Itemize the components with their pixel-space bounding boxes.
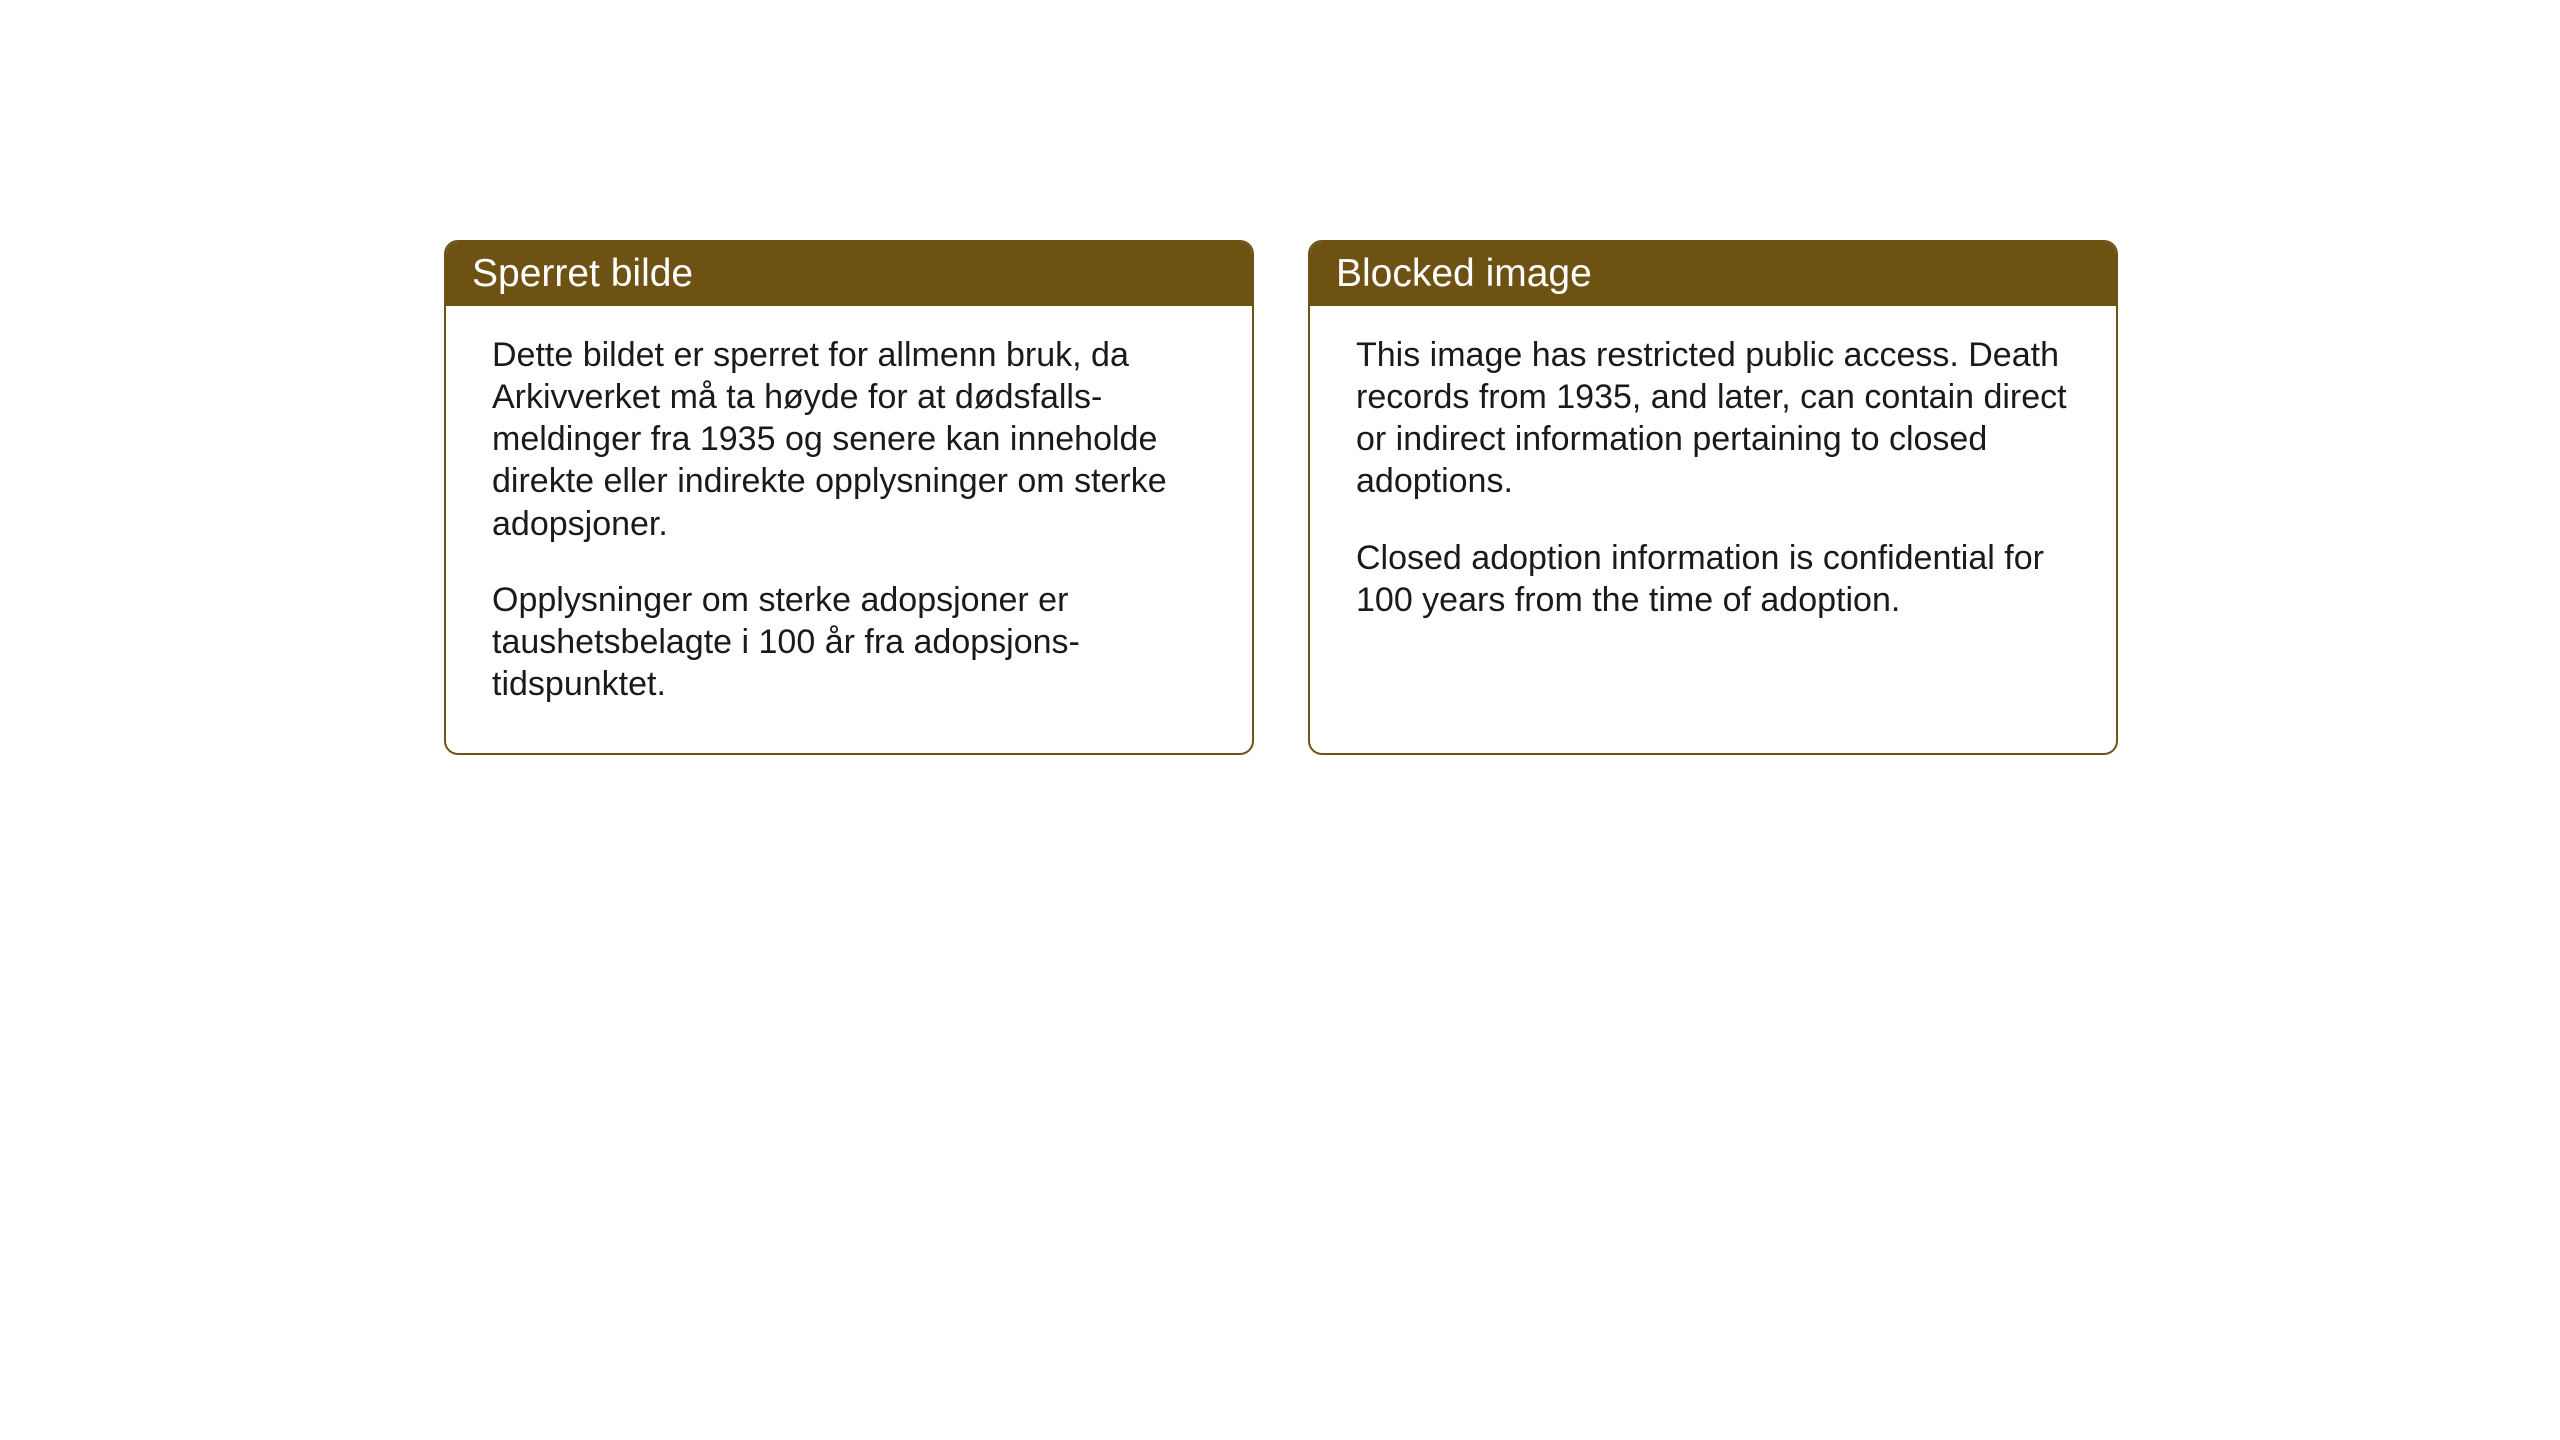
card-header-english: Blocked image [1310, 242, 2116, 306]
paragraph-2-norwegian: Opplysninger om sterke adopsjoner er tau… [492, 579, 1206, 705]
card-header-norwegian: Sperret bilde [446, 242, 1252, 306]
paragraph-2-english: Closed adoption information is confident… [1356, 537, 2070, 621]
card-body-english: This image has restricted public access.… [1310, 306, 2116, 669]
card-title-english: Blocked image [1336, 252, 1592, 295]
paragraph-1-english: This image has restricted public access.… [1356, 334, 2070, 503]
notice-card-norwegian: Sperret bilde Dette bildet er sperret fo… [444, 240, 1254, 755]
notice-cards-container: Sperret bilde Dette bildet er sperret fo… [444, 240, 2118, 755]
card-body-norwegian: Dette bildet er sperret for allmenn bruk… [446, 306, 1252, 753]
paragraph-1-norwegian: Dette bildet er sperret for allmenn bruk… [492, 334, 1206, 545]
notice-card-english: Blocked image This image has restricted … [1308, 240, 2118, 755]
card-title-norwegian: Sperret bilde [472, 252, 693, 295]
